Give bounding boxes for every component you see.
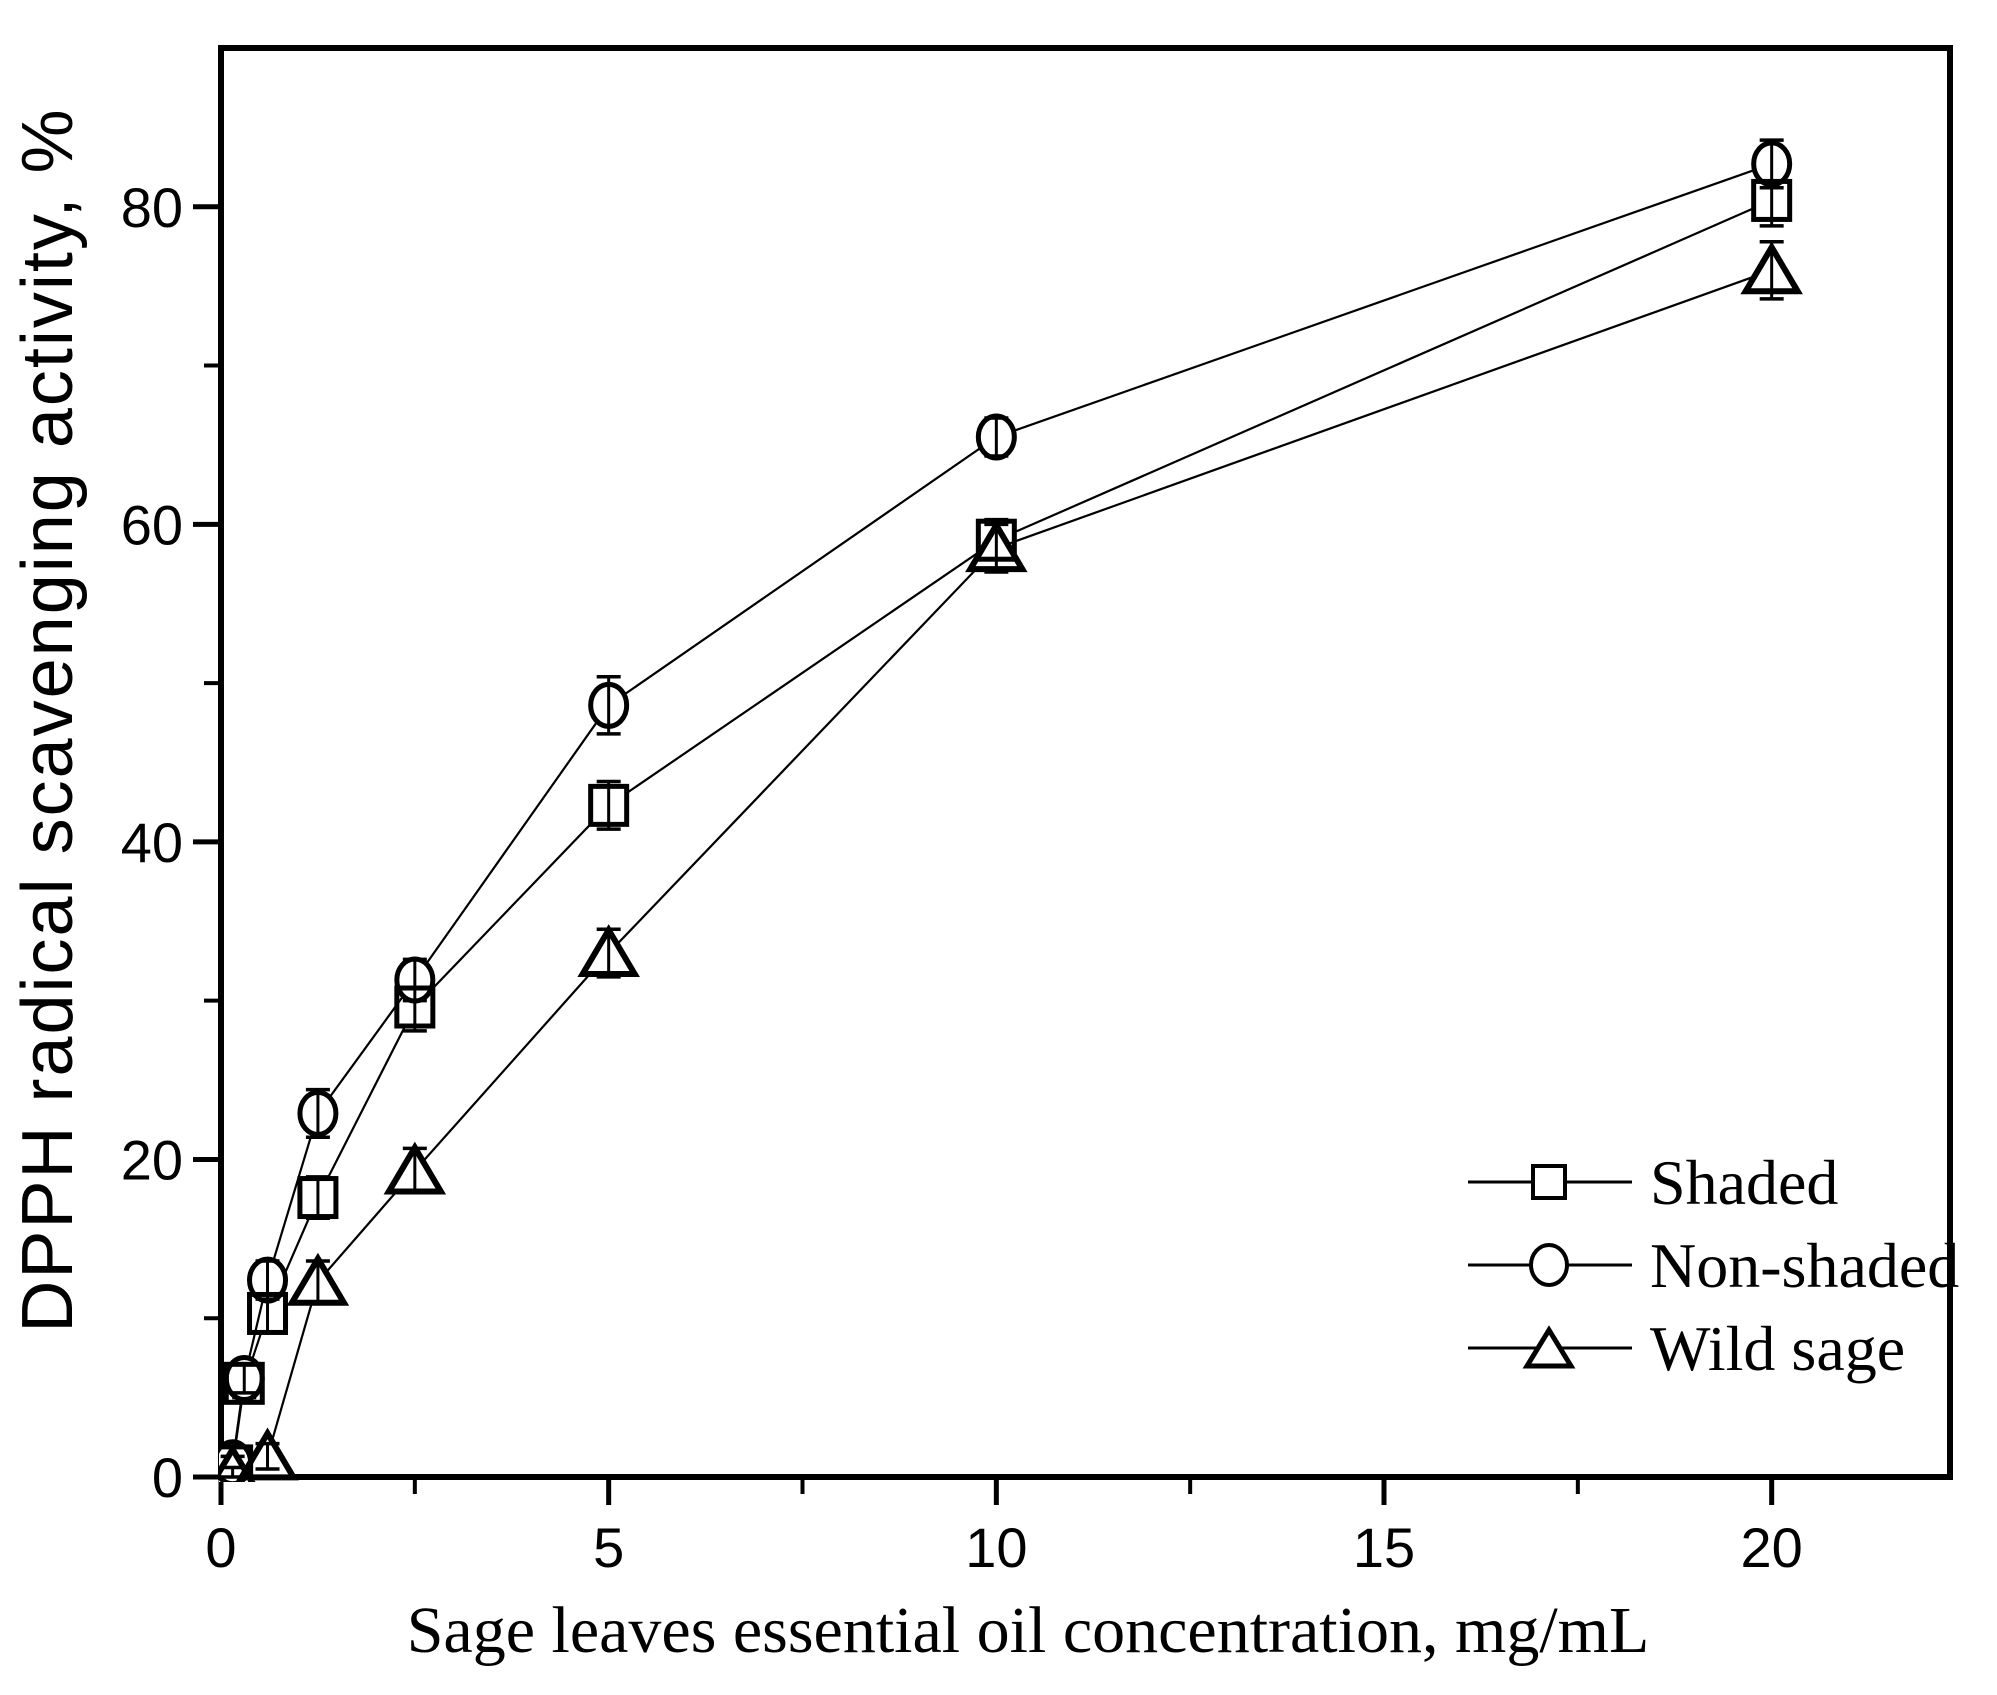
legend-square-marker-icon xyxy=(1531,1164,1567,1200)
data-point-marker-square xyxy=(394,985,436,1029)
x-tick-label: 0 xyxy=(205,1516,236,1579)
data-point-marker-triangle xyxy=(286,1252,350,1306)
data-point-marker-circle xyxy=(247,1256,289,1304)
data-point-marker-triangle xyxy=(965,519,1028,573)
data-point-marker-circle xyxy=(297,1089,339,1137)
axis-ticks: 0 5 10 15 20 0 20 40 60 80 xyxy=(121,176,1803,1579)
legend-item-non-shaded: Non-shaded xyxy=(1468,1230,1959,1301)
data-point-marker-triangle xyxy=(236,1427,299,1481)
x-tick-label: 15 xyxy=(1353,1516,1415,1579)
data-point-marker-circle xyxy=(588,681,630,729)
legend-circle-marker-icon xyxy=(1529,1243,1569,1287)
x-tick-label: 5 xyxy=(593,1516,624,1579)
legend-label-shaded: Shaded xyxy=(1650,1147,1838,1218)
data-point-marker-square xyxy=(247,1291,289,1335)
data-point-marker-circle xyxy=(223,1355,265,1403)
data-point-marker-circle xyxy=(394,956,436,1004)
data-point-marker-triangle xyxy=(577,924,640,978)
legend-label-non-shaded: Non-shaded xyxy=(1650,1230,1959,1301)
legend: Shaded Non-shaded Wild sage xyxy=(1468,1147,1959,1384)
y-tick-label: 80 xyxy=(121,176,183,239)
legend-item-shaded: Shaded xyxy=(1468,1147,1838,1218)
legend-item-wild-sage: Wild sage xyxy=(1468,1313,1905,1384)
data-point-marker-circle xyxy=(1751,140,1793,188)
x-axis-title: Sage leaves essential oil concentration,… xyxy=(407,1594,1650,1667)
legend-label-wild-sage: Wild sage xyxy=(1650,1313,1905,1384)
data-point-marker-triangle xyxy=(1740,241,1803,295)
data-point-marker-square xyxy=(297,1176,339,1220)
data-point-marker-circle xyxy=(975,413,1017,461)
data-point-marker-triangle xyxy=(383,1141,447,1195)
y-axis-title: DPPH radical scavenging activity, % xyxy=(8,107,88,1332)
y-tick-label: 0 xyxy=(152,1446,183,1509)
data-point-marker-square xyxy=(1751,178,1793,222)
data-point-marker-square xyxy=(588,783,630,827)
x-tick-label: 10 xyxy=(965,1516,1027,1579)
legend-triangle-marker-icon xyxy=(1522,1325,1576,1369)
plot-area-border xyxy=(218,45,1953,1480)
x-tick-label: 20 xyxy=(1741,1516,1803,1579)
data-series xyxy=(219,138,1803,1482)
y-tick-label: 60 xyxy=(121,493,183,556)
y-tick-label: 40 xyxy=(121,811,183,874)
y-tick-label: 20 xyxy=(121,1128,183,1191)
